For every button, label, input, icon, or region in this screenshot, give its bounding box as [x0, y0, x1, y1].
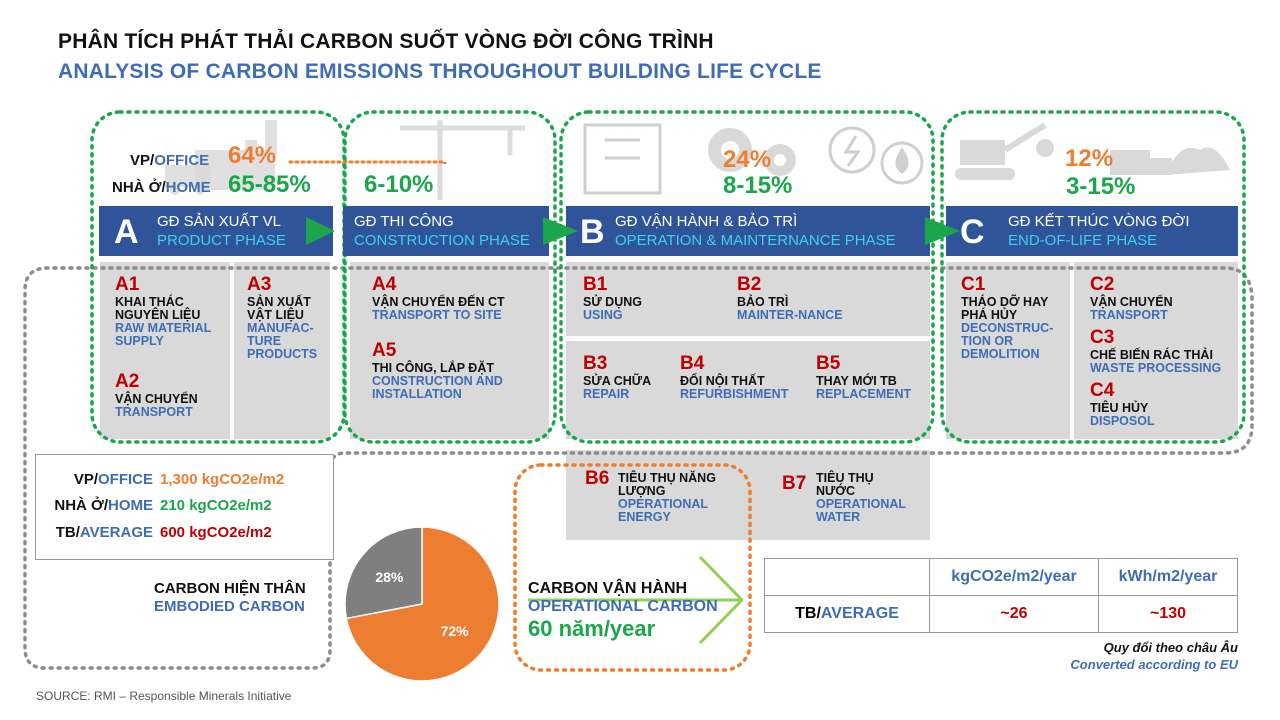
crane-icon	[400, 120, 525, 200]
stage-b2: B2 BẢO TRÌ MAINTER-NANCE	[737, 274, 843, 322]
stage-a3: A3 SẢN XUẤT VẬT LIỆU MANUFAC-TURE PRODUC…	[247, 274, 318, 361]
stage-a2: A2 VẬN CHUYỂN TRANSPORT	[115, 371, 198, 419]
total-row-office: VP/OFFICE 1,300 kgCO2e/m2	[73, 471, 285, 488]
table-header-kwh: kWh/m2/year	[1098, 558, 1238, 596]
total-row-average: TB/AVERAGE 600 kgCO2e/m2	[55, 524, 272, 541]
gear-icon	[708, 128, 752, 172]
operational-label-en: OPERATIONAL CARBON	[528, 598, 718, 615]
pie-label-1: 28%	[375, 569, 404, 585]
pie-slice-1	[344, 526, 423, 620]
frame-operational	[513, 463, 752, 672]
operational-label-vn: CARBON VẬN HÀNH	[528, 580, 688, 597]
phase-a-vn: GĐ SẢN XUẤT VL	[157, 213, 281, 230]
stage-a4: A4 VẬN CHUYỂN ĐẾN CT TRANSPORT TO SITE	[372, 274, 505, 322]
dump-truck-icon	[1110, 147, 1230, 175]
operational-years: 60 năm/year	[528, 616, 656, 641]
bar-product	[99, 206, 333, 256]
panel-b1-b2	[566, 262, 930, 336]
stage-c3: C3 CHẾ BIẾN RÁC THẢI WASTE PROCESSING	[1090, 327, 1222, 375]
phase-c-en: END-OF-LIFE PHASE	[1008, 232, 1158, 249]
stage-b3: B3 SỬA CHỮA REPAIR	[583, 353, 652, 401]
phase-c-vn: GĐ KẾT THÚC VÒNG ĐỜI	[1008, 213, 1190, 230]
share-operation-home: 8-15%	[723, 172, 793, 199]
table-value-kgco2e: ~26	[929, 595, 1099, 633]
table-row-label: TB/AVERAGE	[764, 595, 930, 633]
embodied-pie-chart: 72% 28%	[344, 526, 500, 682]
panel-a4-a5	[350, 262, 549, 439]
stage-c4: C4 TIÊU HỦY DISPOSOL	[1090, 380, 1155, 428]
stage-b6: TIÊU THỤ NĂNG LƯỢNG OPERATIONAL ENERGY	[618, 471, 716, 524]
phase-a-letter: A	[114, 213, 139, 251]
phase-b-en: OPERATION & MAINTERNANCE PHASE	[615, 232, 896, 249]
arrow-1	[306, 217, 335, 245]
table-header-kgco2e: kgCO2e/m2/year	[929, 558, 1099, 596]
panel-c2-c4	[1074, 262, 1238, 439]
embodied-totals-box: VP/OFFICE 1,300 kgCO2e/m2 NHÀ Ở/HOME 210…	[35, 454, 334, 560]
stage-b7-code: B7	[782, 473, 807, 494]
stage-b1: B1 SỬ DỤNG USING	[583, 274, 642, 322]
operational-arrow	[528, 555, 744, 645]
page-subtitle: ANALYSIS OF CARBON EMISSIONS THROUGHOUT …	[58, 60, 822, 83]
panel-b3-b5	[566, 341, 930, 439]
frame-operation	[559, 110, 935, 444]
stage-c2: C2 VẬN CHUYỂN TRANSPORT	[1090, 274, 1173, 322]
stage-b7: TIÊU THỤ NƯỚC OPERATIONAL WATER	[816, 471, 906, 524]
panel-a1-a2	[100, 262, 230, 439]
stage-a1: A1 KHAI THÁC NGUYÊN LIỆU RAW MATERIAL SU…	[115, 274, 212, 348]
stage-b4: B4 ĐỔI NỘI THẤT REFURBISHMENT	[680, 353, 789, 401]
lightning-icon	[828, 126, 876, 174]
arrow-3	[925, 217, 960, 245]
share-product-office: 64%	[228, 142, 277, 169]
phase-b-letter: B	[580, 213, 605, 251]
label-office: VP/OFFICE	[130, 152, 210, 169]
pie-label-0: 72%	[441, 623, 470, 639]
share-operation-office: 24%	[723, 146, 772, 173]
embodied-boundary	[23, 266, 1254, 670]
table-value-kwh: ~130	[1098, 595, 1238, 633]
share-construction-home: 6-10%	[364, 171, 434, 198]
label-home: NHÀ Ở/HOME	[112, 179, 211, 196]
stage-a5: A5 THI CÔNG, LẮP ĐẶT CONSTRUCTION AND IN…	[372, 340, 503, 401]
panel-a3	[234, 262, 330, 439]
excavator-icon	[955, 122, 1054, 180]
panel-c1	[946, 262, 1070, 439]
source-footer: SOURCE: RMI – Responsible Minerals Initi…	[36, 689, 292, 703]
page-title: PHÂN TÍCH PHÁT THẢI CARBON SUỐT VÒNG ĐỜI…	[58, 30, 714, 53]
bar-eol	[946, 206, 1238, 256]
gear-icon-2	[764, 144, 796, 176]
embodied-label-en: EMBODIED CARBON	[154, 598, 305, 615]
bar-construction	[343, 206, 549, 256]
phase-construction-en: CONSTRUCTION PHASE	[354, 232, 530, 249]
phase-c-letter: C	[960, 213, 985, 251]
stage-b5: B5 THAY MỚI TB REPLACEMENT	[816, 353, 912, 401]
stage-c1: C1 THÁO DỠ HAY PHÁ HỦY DECONSTRUC-TION O…	[961, 274, 1054, 361]
note-en: Converted according to EU	[1070, 657, 1238, 672]
total-row-home: NHÀ Ở/HOME 210 kgCO2e/m2	[54, 497, 272, 514]
phase-construction-vn: GĐ THI CÔNG	[354, 213, 454, 230]
phase-b-vn: GĐ VẬN HÀNH & BẢO TRÌ	[615, 213, 798, 230]
truck-icon	[165, 165, 210, 195]
frame-construction	[343, 110, 557, 444]
phase-a-en: PRODUCT PHASE	[157, 232, 286, 249]
share-eol-office: 12%	[1065, 145, 1114, 172]
arrow-2	[543, 217, 578, 245]
frame-eol	[940, 110, 1246, 444]
stage-b6-code: B6	[585, 468, 610, 489]
operational-table: kgCO2e/m2/year kWh/m2/year TB/AVERAGE ~2…	[764, 558, 1238, 633]
panel-b6-b7	[566, 450, 930, 540]
share-eol-home: 3-15%	[1066, 173, 1136, 200]
water-drop-icon	[880, 141, 924, 185]
share-product-home: 65-85%	[228, 171, 311, 198]
bar-operation	[566, 206, 930, 256]
note-vn: Quy đổi theo châu Âu	[1103, 640, 1238, 655]
embodied-label-vn: CARBON HIỆN THÂN	[154, 580, 306, 597]
building-icon	[583, 123, 662, 195]
